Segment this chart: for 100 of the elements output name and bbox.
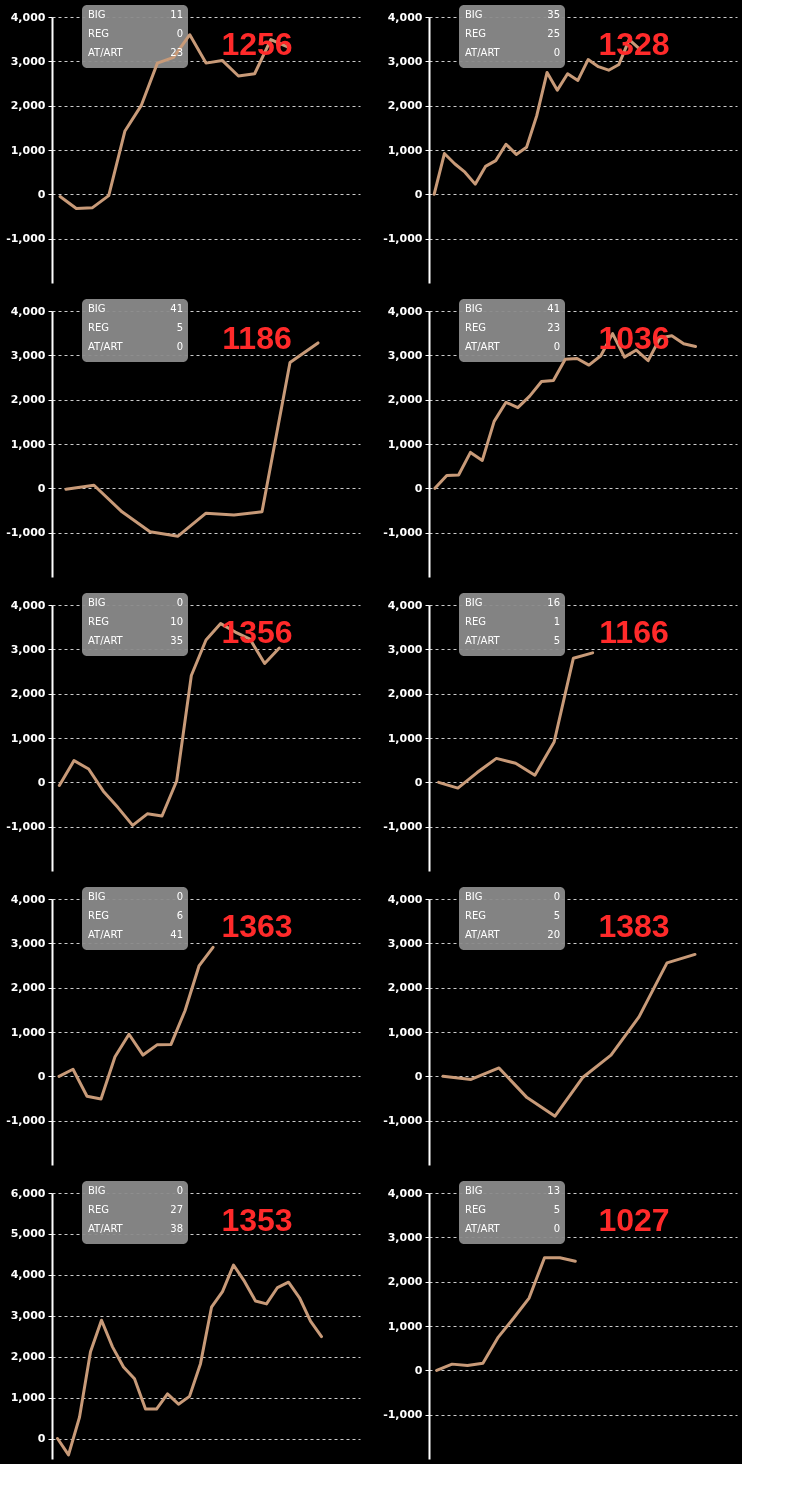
annotation: AT/ART bbox=[465, 1223, 501, 1234]
annotation: BIG bbox=[465, 9, 483, 20]
annotation: 0 bbox=[553, 341, 560, 352]
annotation: REG bbox=[88, 28, 110, 39]
y-tick-label: -1,000 bbox=[383, 232, 423, 246]
annotation: 1 bbox=[553, 616, 560, 627]
annotation: 11 bbox=[170, 9, 183, 20]
y-tick-label: 4,000 bbox=[387, 892, 423, 906]
chart-title: 1383 bbox=[598, 908, 670, 944]
annotation: 27 bbox=[170, 1204, 183, 1215]
annotation: 5 bbox=[553, 910, 560, 921]
annotation: AT/ART bbox=[465, 341, 501, 352]
y-tick-label: 1,000 bbox=[387, 1025, 423, 1039]
y-tick-label: 4,000 bbox=[387, 1186, 423, 1200]
annotation: 41 bbox=[170, 929, 183, 940]
y-tick-label: -1,000 bbox=[383, 820, 423, 834]
annotation: BIG bbox=[465, 891, 483, 902]
annotation: REG bbox=[88, 1204, 110, 1215]
annotation: 41 bbox=[547, 303, 560, 314]
annotation: 38 bbox=[170, 1223, 183, 1234]
chart-title: 1166 bbox=[599, 614, 669, 650]
annotation: 35 bbox=[170, 635, 183, 646]
y-tick-label: 3,000 bbox=[387, 642, 423, 656]
annotation: BIG bbox=[465, 597, 483, 608]
y-tick-label: 3,000 bbox=[10, 1309, 46, 1323]
annotation: AT/ART bbox=[88, 635, 124, 646]
annotation: 25 bbox=[547, 28, 560, 39]
y-tick-label: 2,000 bbox=[10, 981, 46, 995]
annotation: AT/ART bbox=[88, 47, 124, 58]
y-tick-label: 3,000 bbox=[387, 936, 423, 950]
chart-title: 1027 bbox=[598, 1202, 670, 1238]
y-tick-label: 0 bbox=[414, 1069, 423, 1083]
annotation: 0 bbox=[553, 1223, 560, 1234]
chart-title: 1186 bbox=[222, 320, 292, 356]
y-tick-label: -1,000 bbox=[6, 526, 46, 540]
annotation: 5 bbox=[176, 322, 183, 333]
annotation: 20 bbox=[547, 929, 560, 940]
y-tick-label: 2,000 bbox=[10, 687, 46, 701]
y-tick-label: 1,000 bbox=[387, 731, 423, 745]
y-tick-label: 1,000 bbox=[387, 1319, 423, 1333]
annotation: 0 bbox=[176, 1185, 183, 1196]
annotation: BIG bbox=[88, 303, 106, 314]
y-tick-label: 4,000 bbox=[387, 304, 423, 318]
y-tick-label: 2,000 bbox=[10, 393, 46, 407]
y-tick-label: 1,000 bbox=[10, 1391, 46, 1405]
annotation: 0 bbox=[176, 28, 183, 39]
y-tick-label: 2,000 bbox=[10, 99, 46, 113]
annotation: 5 bbox=[553, 635, 560, 646]
annotation: 0 bbox=[176, 891, 183, 902]
y-tick-label: 2,000 bbox=[387, 99, 423, 113]
annotation: 10 bbox=[170, 616, 183, 627]
annotation: 35 bbox=[547, 9, 560, 20]
annotation: 16 bbox=[547, 597, 560, 608]
annotation: 0 bbox=[553, 891, 560, 902]
y-tick-label: 2,000 bbox=[387, 393, 423, 407]
annotation: AT/ART bbox=[88, 929, 124, 940]
annotation: REG bbox=[88, 616, 110, 627]
y-tick-label: 1,000 bbox=[387, 143, 423, 157]
y-tick-label: 1,000 bbox=[10, 437, 46, 451]
line-series bbox=[441, 952, 697, 1118]
annotation: 13 bbox=[547, 1185, 560, 1196]
y-tick-label: 3,000 bbox=[10, 642, 46, 656]
y-tick-label: 4,000 bbox=[387, 10, 423, 24]
annotation: AT/ART bbox=[88, 341, 124, 352]
y-tick-label: 0 bbox=[37, 187, 46, 201]
y-tick-label: 3,000 bbox=[10, 936, 46, 950]
y-tick-label: 3,000 bbox=[10, 348, 46, 362]
y-tick-label: 3,000 bbox=[387, 1230, 423, 1244]
y-tick-label: 0 bbox=[414, 187, 423, 201]
annotation: AT/ART bbox=[88, 1223, 124, 1234]
y-tick-label: 4,000 bbox=[10, 1268, 46, 1282]
line-series bbox=[435, 1256, 577, 1372]
y-tick-label: 3,000 bbox=[387, 348, 423, 362]
y-tick-label: 1,000 bbox=[10, 731, 46, 745]
y-tick-label: 1,000 bbox=[387, 437, 423, 451]
annotation: REG bbox=[88, 910, 110, 921]
annotation: REG bbox=[88, 322, 110, 333]
y-tick-label: 0 bbox=[414, 481, 423, 495]
y-tick-label: 0 bbox=[37, 481, 46, 495]
annotation: REG bbox=[465, 616, 487, 627]
y-tick-label: -1,000 bbox=[6, 232, 46, 246]
y-tick-label: 4,000 bbox=[10, 304, 46, 318]
annotation: 0 bbox=[176, 597, 183, 608]
y-tick-label: 0 bbox=[37, 1069, 46, 1083]
annotation: BIG bbox=[465, 303, 483, 314]
annotation: REG bbox=[465, 322, 487, 333]
annotation: BIG bbox=[88, 597, 106, 608]
chart-title: 1363 bbox=[221, 908, 293, 944]
y-tick-label: -1,000 bbox=[6, 820, 46, 834]
y-tick-label: -1,000 bbox=[6, 1114, 46, 1128]
annotation: 6 bbox=[176, 910, 183, 921]
annotation: REG bbox=[465, 910, 487, 921]
annotation: AT/ART bbox=[465, 635, 501, 646]
y-tick-label: -1,000 bbox=[383, 1114, 423, 1128]
annotation: 0 bbox=[553, 47, 560, 58]
y-tick-label: 5,000 bbox=[10, 1227, 46, 1241]
y-tick-label: 2,000 bbox=[387, 1275, 423, 1289]
y-tick-label: -1,000 bbox=[383, 526, 423, 540]
y-tick-label: 6,000 bbox=[10, 1186, 46, 1200]
y-tick-label: 1,000 bbox=[10, 1025, 46, 1039]
